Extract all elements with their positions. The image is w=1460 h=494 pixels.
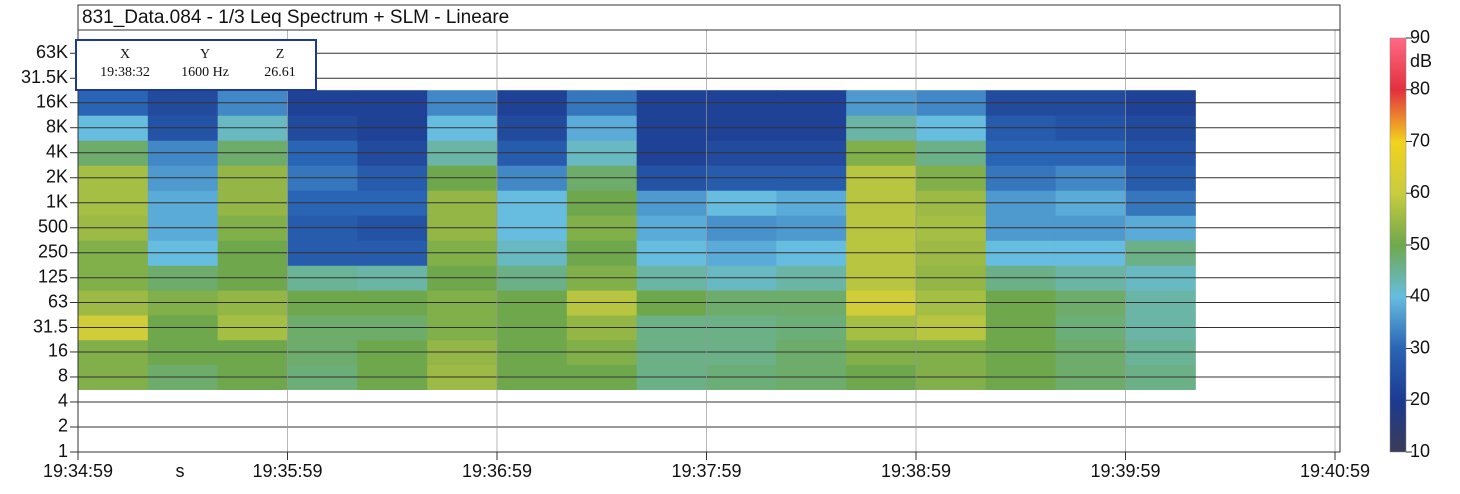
y-tick-label: 1 [58,441,68,461]
chart-title: 831_Data.084 - 1/3 Leq Spectrum + SLM - … [82,7,509,28]
cursor-value: 26.61 [264,65,296,80]
colorbar-tick-label: 40 [1410,286,1430,306]
cursor-header: Y [200,47,210,62]
x-tick-label: 19:37:59 [671,461,741,481]
x-axis-label: s [176,461,185,481]
colorbar-tick-label: 60 [1410,182,1430,202]
colorbar-label: dB [1410,51,1432,71]
colorbar-tick-label: 20 [1410,389,1430,409]
y-tick-label: 4K [46,141,68,161]
plot-frame [77,4,1341,453]
colorbar-tick-label: 80 [1410,79,1430,99]
cursor-value: 1600 Hz [181,65,229,80]
y-tick-label: 8 [58,366,68,386]
colorbar-tick-label: 30 [1410,337,1430,357]
x-tick-label: 19:35:59 [252,461,322,481]
x-tick-label: 19:39:59 [1090,461,1160,481]
cursor-header: Z [276,47,285,62]
cursor-frame [75,39,317,91]
cursor-box: X Y Z 19:38:32 1600 Hz 26.61 [75,39,317,91]
y-tick-label: 2K [46,166,68,186]
cursor-value: 19:38:32 [100,65,150,80]
colorbar-tick-label: 50 [1410,234,1430,254]
y-tick-label: 250 [38,242,68,262]
colorbar-tick-label: 10 [1410,441,1430,461]
y-tick-label: 4 [58,391,68,411]
x-tick-label: 19:36:59 [462,461,532,481]
colorbar: 10 20 30 40 50 60 70 80 90 dB [1389,27,1432,461]
y-tick-label: 8K [46,116,68,136]
cursor-header: X [120,47,130,62]
y-tick-label: 63K [36,42,68,62]
colorbar-tick-label: 70 [1410,130,1430,150]
y-tick-label: 1K [46,191,68,211]
y-tick-label: 16K [36,91,68,111]
heatmap [78,90,1196,390]
y-tick-label: 2 [58,416,68,436]
y-tick-label: 16 [48,341,68,361]
y-tick-label: 63 [48,291,68,311]
colorbar-gradient [1389,37,1407,453]
axes: 1 2 4 8 16 31.5 63 125 250 500 1K 2K 4K 8K 16K 31.5K 63K… [21,30,1370,481]
y-tick-label: 31.5K [21,67,68,87]
y-tick-label: 500 [38,217,68,237]
y-tick-label: 125 [38,267,68,287]
colorbar-tick-label: 90 [1410,27,1430,47]
x-tick-label: 19:38:59 [881,461,951,481]
y-tick-label: 31.5 [33,316,68,336]
x-tick-label: 19:40:59 [1300,461,1370,481]
x-tick-label: 19:34:59 [43,461,113,481]
